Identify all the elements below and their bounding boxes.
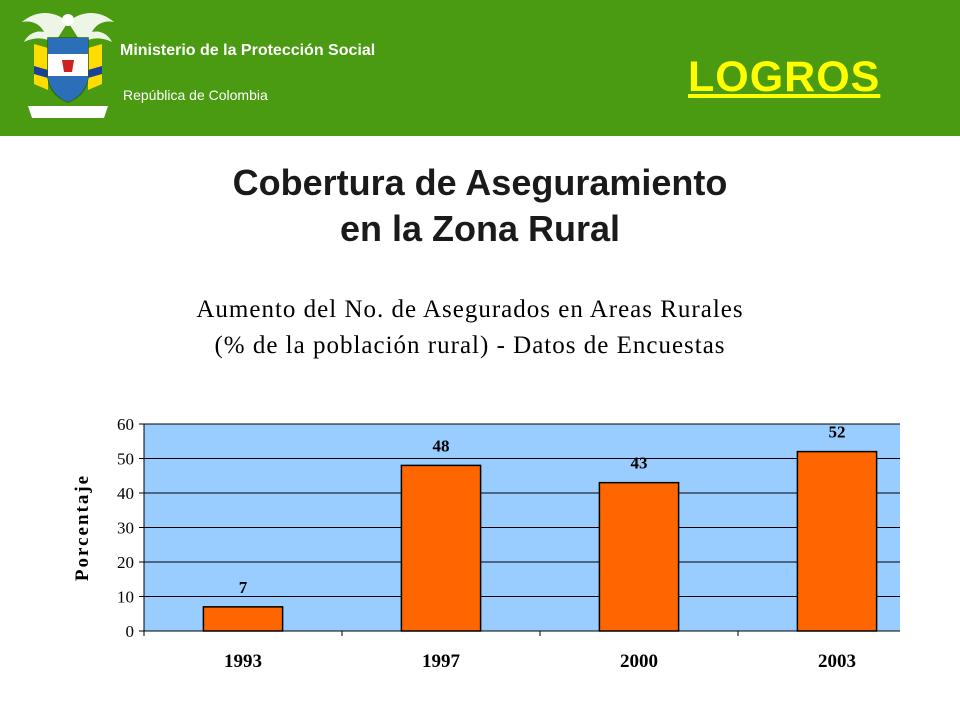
y-tick-label: 20 — [117, 553, 134, 572]
logros-label: LOGROS — [688, 53, 881, 101]
colombia-coat-of-arms-icon — [14, 4, 122, 132]
y-tick-label: 50 — [117, 450, 134, 469]
data-label-1993: 7 — [239, 578, 248, 597]
chart-title-line1: Aumento del No. de Asegurados en Areas R… — [196, 296, 744, 323]
slide-title-line1: Cobertura de Aseguramiento — [232, 162, 728, 203]
data-label-2000: 43 — [631, 454, 648, 473]
y-tick-label: 40 — [117, 484, 134, 503]
chart-title-line2: (% de la población rural) - Datos de Enc… — [214, 332, 726, 359]
bar-1993 — [202, 606, 284, 632]
header-bar: Ministerio de la Protección Social Repúb… — [0, 0, 960, 136]
y-tick-label: 60 — [117, 415, 134, 434]
ministry-name: Ministerio de la Protección Social — [120, 42, 376, 59]
y-tick-label: 0 — [126, 622, 135, 641]
x-tick-label-2000: 2000 — [620, 651, 658, 672]
data-label-2003: 52 — [829, 423, 846, 442]
bar-2003 — [796, 450, 878, 632]
bar-1997 — [400, 464, 482, 632]
slide-title: Cobertura de Aseguramiento en la Zona Ru… — [0, 160, 960, 252]
data-label-1997: 48 — [433, 436, 450, 455]
x-tick-label-2003: 2003 — [818, 651, 856, 672]
chart-title: Aumento del No. de Asegurados en Areas R… — [0, 292, 940, 364]
x-tick-label-1997: 1997 — [422, 651, 461, 672]
republic-name: República de Colombia — [123, 87, 268, 103]
y-axis-label: Porcentaje — [72, 474, 93, 581]
y-tick-label: 30 — [117, 519, 134, 538]
y-tick-label: 10 — [117, 588, 134, 607]
bar-chart: 0 10 20 30 40 50 60 7 1993 48 1997 43 2000 52 2003 Porc… — [72, 415, 900, 672]
bar-2000 — [598, 481, 680, 632]
slide-title-line2: en la Zona Rural — [339, 208, 621, 249]
x-tick-label-1993: 1993 — [224, 651, 262, 672]
